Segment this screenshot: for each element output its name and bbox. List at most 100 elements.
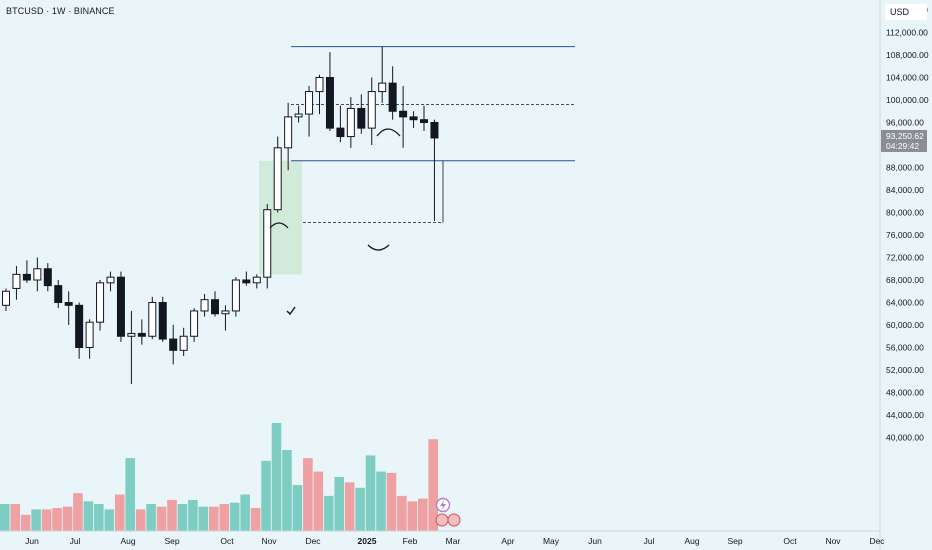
candle-body: [43, 268, 52, 287]
candle-body: [346, 107, 355, 138]
candle-body: [116, 276, 125, 337]
y-tick-label: 48,000.00: [886, 388, 924, 398]
candle-body: [399, 110, 408, 118]
volume-bar: [323, 495, 334, 531]
candle-body: [127, 332, 136, 337]
volume-bar: [365, 455, 376, 531]
candle-body: [190, 310, 199, 337]
candle-body: [169, 338, 178, 351]
candle-body: [158, 302, 167, 340]
x-tick-label: Dec: [869, 536, 885, 546]
x-tick-label: Aug: [120, 536, 135, 546]
x-tick-label: Sep: [164, 536, 179, 546]
candle-body: [137, 332, 146, 337]
bracket-mark: [269, 222, 289, 229]
candle-body: [12, 273, 21, 289]
volume-bar: [397, 495, 407, 531]
candle-body: [357, 107, 366, 129]
y-tick-label: 84,000.00: [886, 185, 924, 195]
x-tick-label: Jul: [70, 536, 81, 546]
candle-body: [231, 279, 240, 312]
checkmark-icon: [286, 306, 296, 316]
x-tick-label: Jun: [588, 536, 602, 546]
volume-bar: [31, 509, 41, 531]
y-tick-label: 104,000.00: [886, 73, 929, 83]
volume-bar: [156, 506, 167, 531]
volume-bar: [407, 501, 418, 531]
candle-body: [315, 77, 324, 93]
bracket-mark: [367, 244, 390, 251]
y-tick-label: 68,000.00: [886, 275, 924, 285]
candle-body: [388, 82, 397, 112]
candle-body: [367, 91, 376, 129]
candle-body: [252, 276, 261, 284]
x-tick-label: May: [543, 536, 560, 546]
y-tick-label: 112,000.00: [886, 28, 928, 38]
us-flag-icon: [447, 513, 461, 527]
x-tick-label: Nov: [261, 536, 277, 546]
candle-body: [200, 299, 209, 312]
candle-body: [22, 273, 31, 281]
candle-body: [106, 276, 115, 284]
volume-bar: [219, 504, 230, 531]
x-tick-label: Jul: [644, 536, 655, 546]
candle-body: [85, 321, 94, 348]
volume-bar: [177, 504, 188, 531]
volume-bar: [167, 499, 177, 531]
x-tick-label: Feb: [403, 536, 418, 546]
volume-bar: [20, 514, 31, 531]
y-tick-label: 64,000.00: [886, 298, 924, 308]
volume-bar: [334, 477, 344, 531]
volume-bar: [282, 450, 292, 531]
volume-bar: [41, 509, 52, 531]
volume-bar: [62, 506, 73, 531]
x-tick-label: Oct: [783, 536, 797, 546]
candle-body: [409, 116, 418, 121]
volume-bar: [261, 460, 271, 531]
candle-body: [33, 268, 42, 281]
volume-bar: [198, 506, 209, 531]
candle-body: [336, 127, 345, 138]
volume-bar: [250, 508, 261, 531]
candle-body: [420, 119, 428, 123]
candle-body: [2, 290, 10, 306]
currency-selector[interactable]: USD: [885, 4, 927, 20]
candle-body: [221, 310, 230, 315]
candle-body: [75, 304, 84, 348]
volume-bar: [188, 499, 198, 531]
volume-bar: [418, 498, 428, 531]
candle-body: [273, 147, 282, 211]
x-tick-label: Dec: [305, 536, 321, 546]
candle-body: [378, 82, 387, 93]
y-tick-label: 88,000.00: [886, 163, 924, 173]
volume-bar: [428, 439, 439, 531]
y-tick-label: 76,000.00: [886, 230, 924, 240]
volume-bar: [83, 501, 94, 531]
us-flag-icon: [435, 513, 449, 527]
candle-body: [64, 302, 73, 306]
last-price-label: 93,250.62: [886, 131, 924, 141]
y-tick-label: 80,000.00: [886, 208, 924, 218]
volume-bar: [303, 458, 313, 531]
y-tick-label: 72,000.00: [886, 253, 924, 263]
candle-body: [211, 299, 219, 315]
volume-bar: [229, 502, 240, 531]
y-tick-label: 108,000.00: [886, 50, 929, 60]
candle-body: [179, 335, 188, 351]
candle-body: [284, 116, 293, 149]
x-tick-label: Apr: [501, 536, 514, 546]
y-tick-label: 100,000.00: [886, 95, 929, 105]
candle-body: [242, 279, 251, 284]
candle-body: [305, 91, 314, 115]
candle-body: [294, 113, 303, 118]
y-tick-label: 56,000.00: [886, 343, 924, 353]
volume-bar: [114, 494, 125, 531]
x-tick-label: 2025: [358, 536, 377, 546]
lightning-bolt: [440, 500, 446, 510]
volume-bar: [344, 482, 355, 531]
volume-bar: [146, 504, 156, 531]
volume-bar: [135, 509, 146, 531]
candle-body: [263, 209, 272, 278]
volume-bar: [271, 423, 282, 531]
